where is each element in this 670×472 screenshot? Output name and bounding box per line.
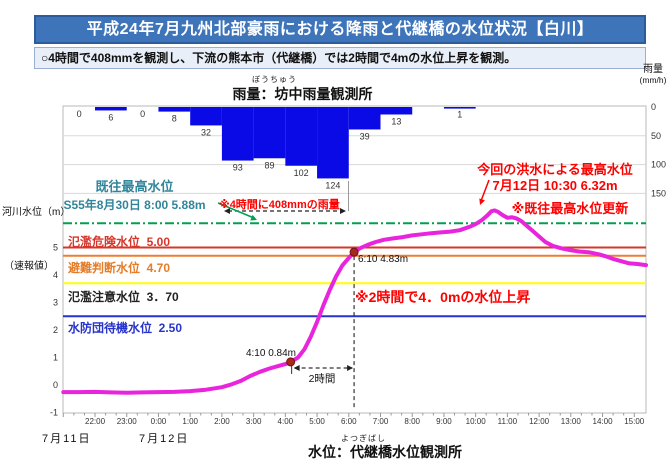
svg-text:0: 0 [53, 380, 58, 390]
rain-bar [221, 107, 254, 161]
rain-bars [95, 107, 476, 179]
svg-text:6:00: 6:00 [341, 417, 357, 426]
prior-max-level-title: 既往最高水位 [95, 179, 174, 194]
marker-label-610: 6:10 4.83m [358, 254, 409, 265]
svg-text:89: 89 [264, 160, 274, 170]
caution-level-label: 氾濫注意水位 3．70 [68, 290, 179, 304]
svg-text:3: 3 [53, 298, 58, 308]
rain-axis-ticks: 100 [651, 160, 666, 170]
rain-axis-ticks: 50 [651, 131, 661, 141]
svg-text:100: 100 [651, 160, 666, 170]
svg-text:11:00: 11:00 [498, 417, 518, 426]
svg-text:124: 124 [325, 180, 340, 190]
rain-station-title: 雨量：坊中雨量観測所 [232, 86, 373, 102]
svg-text:1: 1 [53, 353, 58, 363]
peak-annotation-line1: 今回の洪水による最高水位 [477, 162, 633, 177]
rise-annotation: ※2時間で4．0mの水位上昇 [355, 289, 531, 305]
rain-bar [285, 107, 318, 166]
svg-text:93: 93 [233, 163, 243, 173]
svg-text:2: 2 [53, 325, 58, 335]
rain-axis-title-line1: 雨量 [643, 64, 663, 75]
data-point-marker [286, 357, 296, 367]
svg-text:14:00: 14:00 [593, 417, 614, 426]
two-hour-span-label: 2時間 [308, 373, 336, 385]
rain-bar [190, 107, 222, 126]
svg-text:4:00: 4:00 [278, 417, 294, 426]
rain-station-furigana: ぼうちゅう [252, 75, 297, 84]
water-axis-title: 河川水位（m） [2, 207, 71, 218]
record-update-note: ※既往最高水位更新 [511, 201, 629, 216]
point-markers [286, 247, 359, 367]
svg-text:32: 32 [201, 127, 211, 137]
water-level-line [61, 208, 648, 395]
date-label-jul12: 7月12日 [139, 433, 190, 445]
svg-text:10:00: 10:00 [466, 417, 487, 426]
rain-bar [317, 107, 349, 179]
x-axis: 22:00 23:00 0:00 1:00 2:00 3:00 4:00 5:00 6:00 7:… [62, 413, 645, 426]
danger-level-label: 氾濫危険水位 5.00 [68, 235, 171, 249]
rain-bar [158, 107, 191, 112]
svg-text:0: 0 [140, 109, 145, 119]
water-station-furigana: よつぎばし [341, 434, 386, 443]
svg-text:1:00: 1:00 [182, 417, 198, 426]
svg-text:23:00: 23:00 [117, 417, 138, 426]
svg-text:5:00: 5:00 [309, 417, 325, 426]
data-point-marker [349, 247, 359, 257]
svg-text:22:00: 22:00 [85, 417, 106, 426]
svg-text:4: 4 [53, 270, 58, 280]
evacuation-level-label: 避難判断水位 4.70 [68, 261, 171, 275]
svg-text:15:00: 15:00 [624, 417, 645, 426]
svg-text:-1: -1 [50, 408, 58, 418]
svg-text:1: 1 [457, 110, 462, 120]
svg-text:2:00: 2:00 [214, 417, 230, 426]
rain-total-annotation: ※4時間に408mmの雨量 [219, 199, 340, 211]
summary-note: ○4時間で408mmを観測し、下流の熊本市（代継橋）では2時間で4mの水位上昇を… [34, 47, 646, 69]
svg-text:9:00: 9:00 [436, 417, 452, 426]
svg-text:7:00: 7:00 [373, 417, 389, 426]
peak-annotation-line2: 7月12日 10:30 6.32m [492, 178, 618, 193]
page-title: 平成24年7月九州北部豪雨における降雨と代継橋の水位状況【白川】 [34, 15, 646, 44]
svg-text:0:00: 0:00 [151, 417, 167, 426]
svg-text:8:00: 8:00 [404, 417, 420, 426]
rain-axis-title: 雨量 (mm/h) [636, 64, 670, 86]
svg-text:3:00: 3:00 [246, 417, 262, 426]
water-station-title: 水位：代継橋水位観測所 [308, 444, 462, 460]
rain-bar [348, 107, 381, 130]
water-level [61, 208, 648, 395]
annotation-lines [217, 179, 490, 409]
rain-bar [253, 107, 286, 159]
rain-bar-labels: 0 6 0 8 32 93 89 102 124 39 13 1 [77, 109, 463, 190]
rain-axis-ticks: 0 [651, 102, 656, 112]
svg-text:102: 102 [294, 168, 309, 178]
rain-bar [95, 107, 127, 111]
date-label-jul11: 7月11日 [42, 433, 92, 445]
svg-text:50: 50 [651, 131, 661, 141]
svg-text:5: 5 [53, 243, 58, 253]
prior-max-level-annotation: 既往最高水位 S55年8月30日 8:00 5.88m [52, 176, 217, 213]
svg-text:150: 150 [651, 188, 666, 198]
svg-text:0: 0 [651, 102, 656, 112]
water-axis-ticks: 5 4 3 2 1 0 -1 [50, 243, 58, 418]
marker-label-410: 4:10 0.84m [245, 348, 296, 359]
svg-text:13: 13 [391, 116, 401, 126]
svg-text:6: 6 [108, 112, 113, 122]
water-axis-note: （速報値） [4, 261, 54, 272]
plot-area [62, 105, 647, 414]
peak-annotation: 今回の洪水による最高水位 7月12日 10:30 6.32m [460, 162, 650, 194]
rain-bar [380, 107, 413, 115]
prior-max-level-detail: S55年8月30日 8:00 5.88m [63, 198, 206, 212]
rain-bar [443, 107, 476, 109]
standby-level-label: 水防団待機水位 2.50 [68, 321, 183, 335]
svg-text:39: 39 [360, 131, 370, 141]
svg-text:12:00: 12:00 [529, 417, 550, 426]
svg-text:13:00: 13:00 [561, 417, 582, 426]
rain-axis-ticks: 150 [651, 188, 666, 198]
svg-text:0: 0 [77, 109, 82, 119]
svg-text:8: 8 [172, 114, 177, 124]
rain-axis-title-line2: (mm/h) [639, 75, 667, 85]
